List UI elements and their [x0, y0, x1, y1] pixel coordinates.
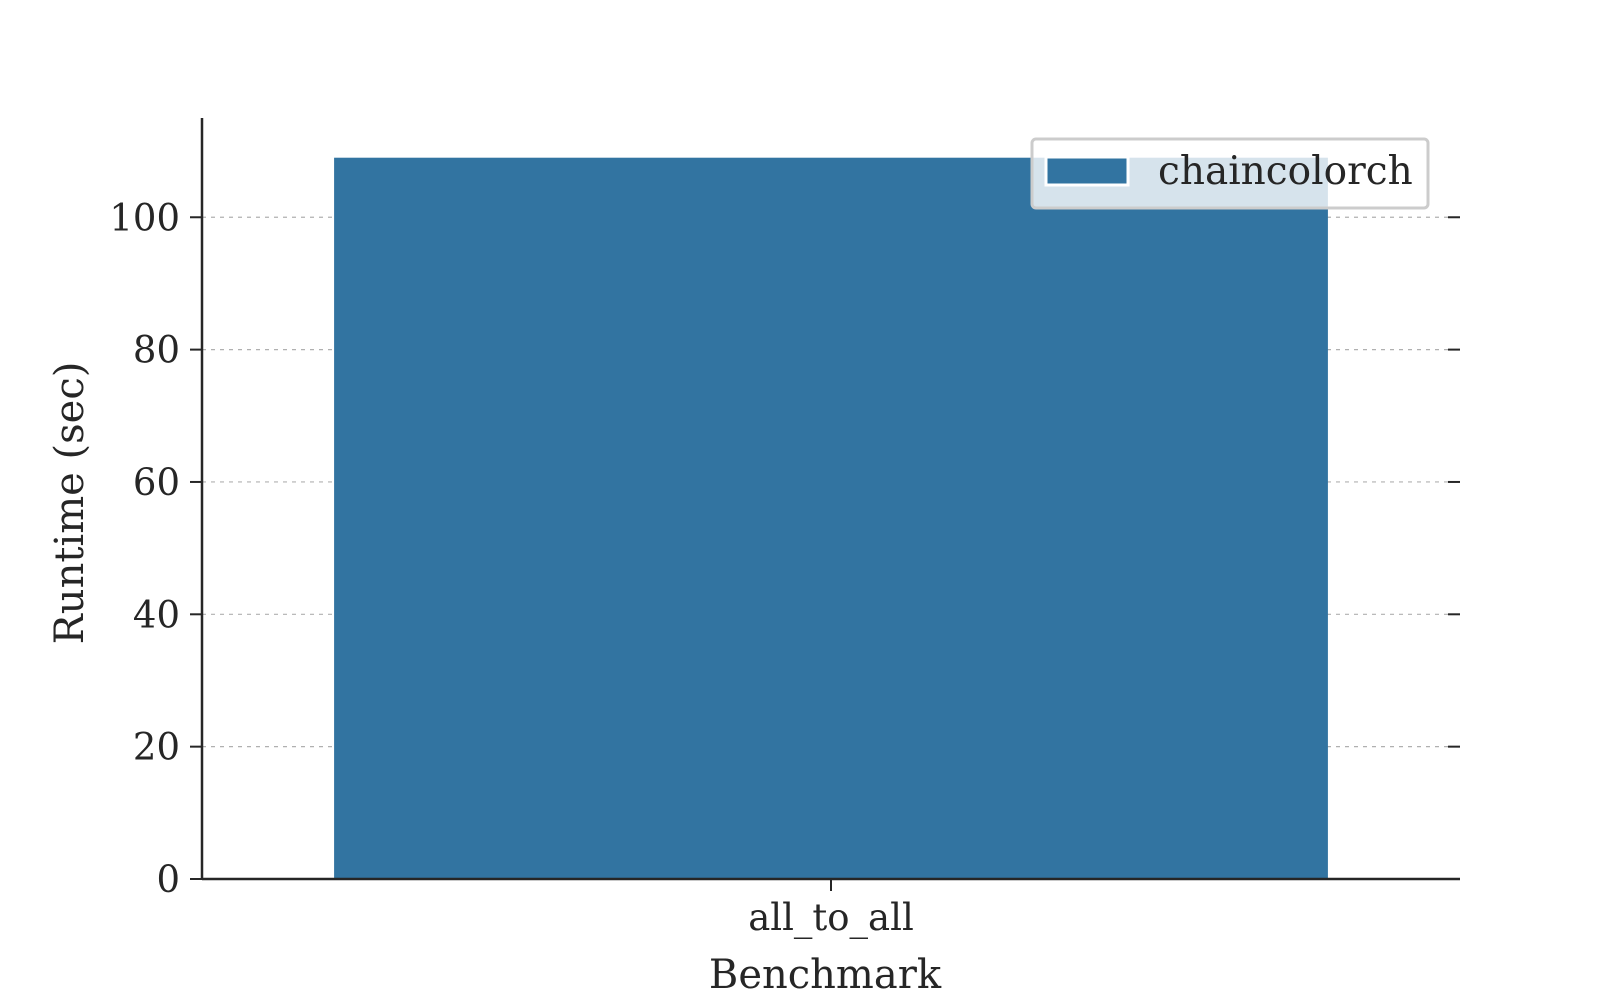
y-tick-label: 40 [133, 593, 180, 636]
y-tick-label: 20 [133, 726, 180, 769]
legend: chaincolorch [1030, 137, 1430, 210]
legend-label: chaincolorch [1158, 149, 1413, 194]
x-tick-label: all_to_all [748, 896, 914, 940]
axes-layer: 0 20 40 60 80 100 all_to_all [109, 118, 1460, 940]
y-tick-label: 60 [133, 461, 180, 504]
x-axis-title: Benchmark [709, 952, 942, 998]
y-axis-title: Runtime (sec) [47, 362, 93, 645]
legend-frame [1030, 137, 1430, 210]
bar [334, 157, 1328, 879]
bars-layer [334, 157, 1328, 879]
legend-swatch [1044, 155, 1130, 187]
y-tick-label: 80 [133, 329, 180, 372]
y-tick-label: 0 [156, 858, 180, 901]
y-tick-label: 100 [109, 196, 180, 239]
